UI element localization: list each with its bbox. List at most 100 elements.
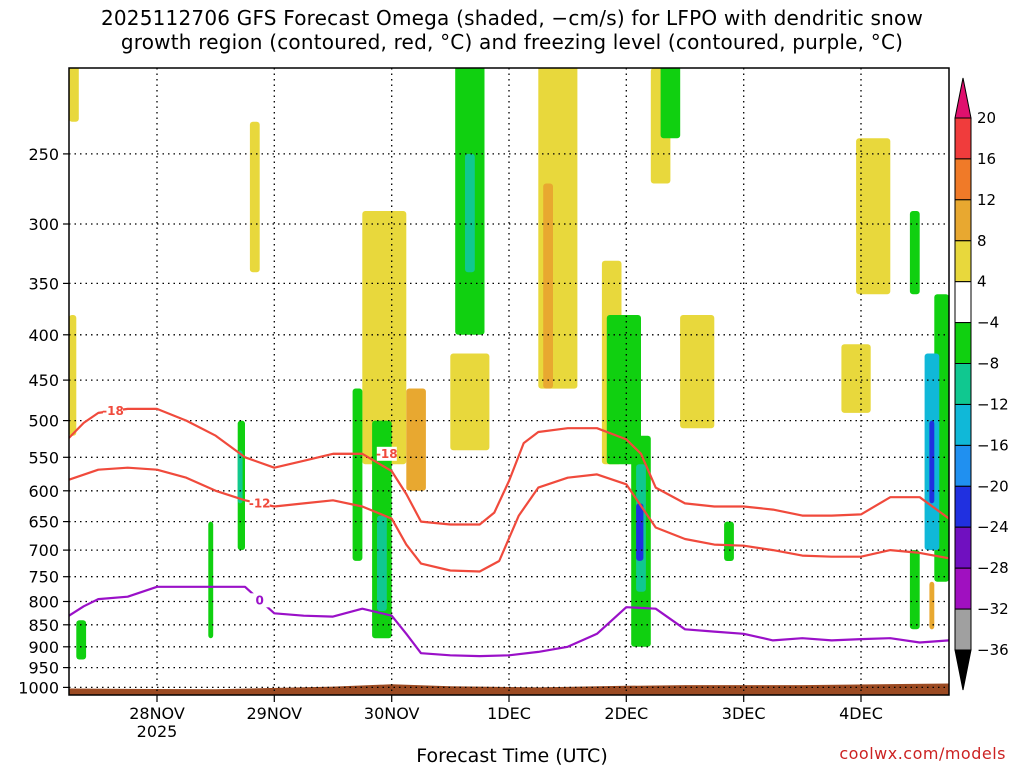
y-tick-label-250: 250 (28, 145, 59, 164)
omega-region-20 (377, 515, 387, 611)
colorbar-swatch-2 (954, 158, 972, 201)
colorbar-label-4: 4 (977, 273, 987, 291)
x-tick-label-3: 1DEC (487, 704, 531, 723)
colorbar-label-11: −28 (977, 559, 1009, 577)
colorbar-swatch-6 (954, 322, 972, 365)
y-tick-label-550: 550 (28, 448, 59, 467)
x-tick-label-5: 3DEC (722, 704, 766, 723)
contour-line-3 (69, 585, 949, 658)
omega-region-12 (856, 138, 891, 295)
contour-label-bg-2 (249, 496, 270, 511)
colorbar-swatch-3 (954, 199, 972, 242)
y-tick-label-800: 800 (28, 593, 59, 612)
colorbar-swatch-12 (954, 567, 972, 610)
omega-region-7 (543, 183, 553, 389)
x-tick-label-0: 28NOV (129, 704, 185, 723)
omega-region-27 (660, 68, 681, 139)
colorbar-label-9: −20 (977, 477, 1009, 495)
colorbar-label-2: 12 (977, 191, 996, 209)
omega-region-11 (841, 344, 871, 413)
omega-region-2 (249, 121, 260, 273)
contour-label-bg-3 (249, 593, 270, 608)
colorbar-swatch-7 (954, 363, 972, 405)
omega-region-28 (724, 521, 734, 561)
y-tick-label-950: 950 (28, 659, 59, 678)
omega-region-29 (909, 211, 920, 295)
colorbar-label-10: −24 (977, 518, 1009, 536)
y-tick-label-650: 650 (28, 513, 59, 532)
colorbar-label-6: −8 (977, 355, 999, 373)
chart-title-line-1: 2025112706 GFS Forecast Omega (shaded, −… (100, 6, 924, 30)
y-tick-label-500: 500 (28, 412, 59, 431)
colorbar-swatch-13 (954, 608, 972, 651)
ground-layer (69, 683, 949, 695)
contour-line-0 (69, 407, 949, 526)
y-tick-label-700: 700 (28, 541, 59, 560)
y-tick-label-350: 350 (28, 274, 59, 293)
colorbar-label-0: 20 (977, 109, 996, 127)
ground-area (69, 683, 949, 695)
omega-region-17 (237, 450, 243, 504)
colorbar-swatch-11 (954, 526, 972, 569)
chart-title-line-2: growth region (contoured, red, °C) and f… (120, 30, 904, 54)
colorbar-label-3: 8 (977, 232, 987, 250)
omega-region-32 (929, 420, 935, 504)
x-tick-label-1: 29NOV (247, 704, 303, 723)
colorbar-label-1: 16 (977, 150, 996, 168)
x-axis-label: Forecast Time (UTC) (416, 745, 608, 767)
contour-label-3: 0 (256, 593, 264, 607)
x-tick-label-6: 4DEC (839, 704, 883, 723)
y-tick-label-400: 400 (28, 326, 59, 345)
contour-label-bg-0 (103, 403, 123, 418)
omega-region-0 (69, 315, 77, 436)
contour-label-bg-1 (376, 446, 397, 461)
colorbar-swatch-4 (954, 240, 972, 283)
colorbar-swatch-1 (954, 117, 972, 160)
y-tick-label-300: 300 (28, 215, 59, 234)
chart-title: 2025112706 GFS Forecast Omega (shaded, −… (0, 6, 1024, 54)
omega-region-9 (680, 315, 715, 429)
y-tick-label-900: 900 (28, 638, 59, 657)
contour-label-1: -18 (376, 447, 398, 461)
y-tick-label-750: 750 (28, 568, 59, 587)
colorbar-swatch-10 (954, 485, 972, 528)
omega-region-18 (352, 388, 363, 561)
omega-region-33 (909, 550, 920, 630)
contour-label-2: -12 (249, 496, 271, 510)
colorbar-swatch-8 (954, 404, 972, 446)
credit-text: coolwx.com/models (839, 744, 1006, 763)
omega-region-23 (606, 315, 641, 465)
contour-lines: -18 -18 -12 0 (69, 403, 949, 658)
colorbar-min-arrow (954, 649, 972, 691)
colorbar-label-12: −32 (977, 600, 1009, 618)
y-tick-label-450: 450 (28, 371, 59, 390)
x-tick-sublabel-0: 2025 (137, 722, 178, 741)
y-tick-label-850: 850 (28, 616, 59, 635)
colorbar-swatch-5 (954, 281, 972, 324)
y-tick-label-600: 600 (28, 482, 59, 501)
omega-region-1 (69, 68, 79, 122)
y-axis: 250 300 350 400 450 500 550 600 650 700 750 800 850 9… (18, 145, 69, 697)
x-tick-label-4: 2DEC (604, 704, 648, 723)
omega-region-5 (450, 353, 490, 451)
omega-region-15 (208, 521, 214, 639)
x-tick-label-2: 30NOV (364, 704, 420, 723)
omega-region-26 (636, 503, 644, 561)
omega-shading (69, 68, 949, 660)
colorbar-label-5: −4 (977, 314, 999, 332)
colorbar-label-8: −16 (977, 436, 1009, 454)
colorbar-max-arrow (954, 77, 972, 119)
colorbar-label-7: −12 (977, 396, 1009, 414)
omega-region-14 (76, 620, 87, 660)
colorbar-swatch-9 (954, 444, 972, 487)
omega-region-22 (465, 153, 475, 273)
omega-region-3 (362, 211, 407, 465)
omega-region-34 (929, 581, 935, 630)
colorbar: 20 16 12 8 4 −4 −8 −12 −16 −20 −24 −28 −32 −36 (954, 77, 1009, 691)
omega-region-4 (406, 388, 426, 491)
contour-label-0: -18 (102, 404, 124, 418)
contour-line-2 (69, 466, 949, 573)
colorbar-label-13: −36 (977, 641, 1009, 659)
